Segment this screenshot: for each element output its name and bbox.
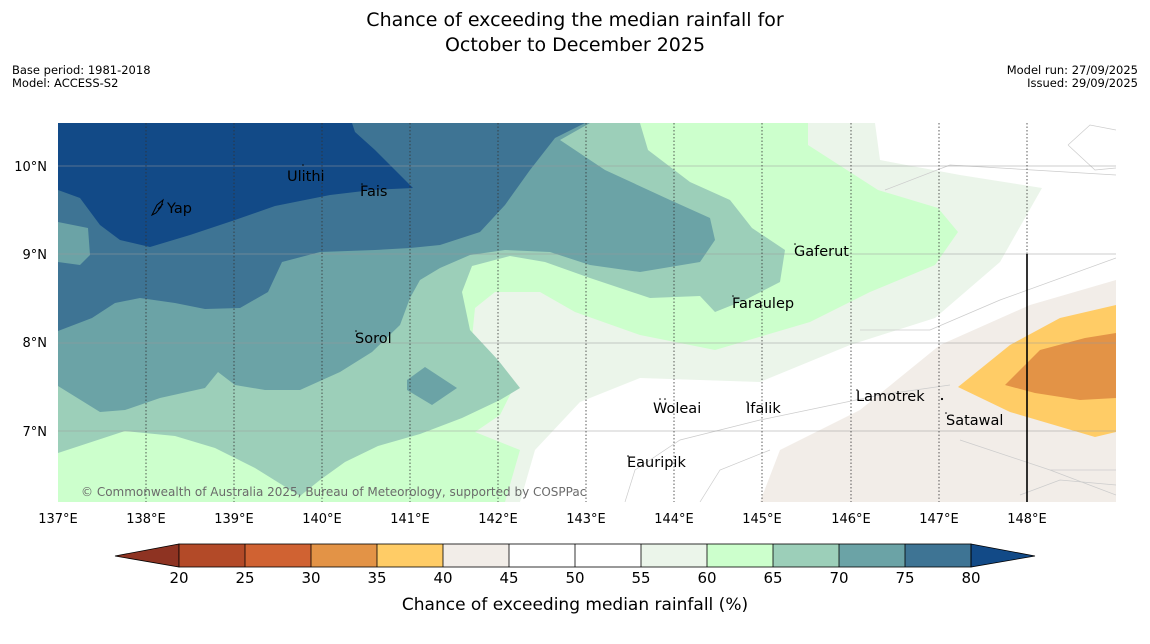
map-area: Yap Ulithi Fais Gaferut Faraulep Sorol W… xyxy=(58,123,1116,502)
lon-label: 138°E xyxy=(126,512,166,527)
colorbar-swatch-40 xyxy=(443,544,509,567)
colorbar-tick: 70 xyxy=(829,569,848,587)
colorbar-swatch-25 xyxy=(245,544,311,567)
colorbar-swatch-75 xyxy=(905,544,971,567)
place-faraulep: Faraulep xyxy=(732,296,794,312)
atoll-markers xyxy=(302,164,947,457)
place-ulithi: Ulithi xyxy=(287,169,325,185)
colorbar-tick: 60 xyxy=(697,569,716,587)
colorbar: 20 25 30 35 40 45 50 55 60 65 70 75 80 C… xyxy=(114,543,1036,615)
colorbar-tick: 50 xyxy=(565,569,584,587)
contour-lines xyxy=(624,124,1116,502)
lon-label: 146°E xyxy=(831,512,871,527)
lat-label: 8°N xyxy=(23,336,48,351)
colorbar-dividers xyxy=(244,544,906,567)
colorbar-label: Chance of exceeding median rainfall (%) xyxy=(402,595,748,615)
longitude-axis: 137°E 138°E 139°E 140°E 141°E 142°E 143°… xyxy=(38,512,1047,527)
colorbar-tick: 20 xyxy=(169,569,188,587)
colorbar-tick: 55 xyxy=(631,569,650,587)
place-ifalik: Ifalik xyxy=(746,401,781,417)
lon-label: 143°E xyxy=(566,512,606,527)
place-eauripik: Eauripik xyxy=(627,455,686,471)
colorbar-swatch-30 xyxy=(311,544,377,567)
lon-label: 148°E xyxy=(1007,512,1047,527)
colorbar-ticks: 20 25 30 35 40 45 50 55 60 65 70 75 80 xyxy=(169,569,980,587)
title-line-1: Chance of exceeding the median rainfall … xyxy=(366,9,784,31)
place-woleai: Woleai xyxy=(653,401,701,417)
model-name: Model: ACCESS-S2 xyxy=(12,76,119,90)
lat-label: 9°N xyxy=(23,248,48,263)
colorbar-tick: 65 xyxy=(763,569,782,587)
colorbar-swatch-20 xyxy=(179,544,245,567)
colorbar-extend-low xyxy=(114,543,180,568)
colorbar-tick: 75 xyxy=(895,569,914,587)
colorbar-swatch-55 xyxy=(641,544,707,567)
colorbar-tick: 25 xyxy=(235,569,254,587)
model-run: Model run: 27/09/2025 xyxy=(1006,63,1138,77)
colorbar-tick: 30 xyxy=(301,569,320,587)
issued-date: Issued: 29/09/2025 xyxy=(1027,76,1138,90)
colorbar-swatch-35 xyxy=(377,544,443,567)
lon-label: 147°E xyxy=(919,512,959,527)
place-sorol: Sorol xyxy=(355,331,392,347)
lat-label: 10°N xyxy=(14,160,47,175)
colorbar-extend-high xyxy=(970,543,1036,568)
meta-right: Model run: 27/09/2025 Issued: 29/09/2025 xyxy=(1007,64,1138,90)
lon-label: 142°E xyxy=(478,512,518,527)
place-fais: Fais xyxy=(360,184,387,200)
colorbar-tick: 45 xyxy=(499,569,518,587)
lon-label: 144°E xyxy=(654,512,694,527)
map-title: Chance of exceeding the median rainfall … xyxy=(0,8,1150,58)
band-70-75-patch xyxy=(407,367,457,405)
colorbar-swatch-70 xyxy=(839,544,905,567)
meta-left: Base period: 1981-2018 Model: ACCESS-S2 xyxy=(12,64,151,90)
latitude-axis: 10°N 9°N 8°N 7°N xyxy=(14,160,47,440)
place-lamotrek: Lamotrek xyxy=(856,389,925,405)
lon-label: 145°E xyxy=(742,512,782,527)
band-gt80 xyxy=(58,123,413,247)
band-30-35 xyxy=(1005,333,1116,400)
lon-label: 141°E xyxy=(390,512,430,527)
yap-island-icon xyxy=(150,198,164,217)
colorbar-tick: 40 xyxy=(433,569,452,587)
base-period: Base period: 1981-2018 xyxy=(12,63,151,77)
copyright-notice: © Commonwealth of Australia 2025, Bureau… xyxy=(81,485,586,499)
place-yap: Yap xyxy=(166,201,192,217)
colorbar-swatch-65 xyxy=(773,544,839,567)
colorbar-swatch-60 xyxy=(707,544,773,567)
colorbar-tick: 80 xyxy=(961,569,980,587)
place-gaferut: Gaferut xyxy=(794,244,849,260)
lon-label: 137°E xyxy=(38,512,78,527)
colorbar-swatch-50 xyxy=(575,544,641,567)
colorbar-swatch-45 xyxy=(509,544,575,567)
lon-label: 140°E xyxy=(302,512,342,527)
lon-label: 139°E xyxy=(214,512,254,527)
colorbar-tick: 35 xyxy=(367,569,386,587)
place-satawal: Satawal xyxy=(946,413,1003,429)
title-line-2: October to December 2025 xyxy=(444,34,706,56)
lat-label: 7°N xyxy=(23,425,48,440)
